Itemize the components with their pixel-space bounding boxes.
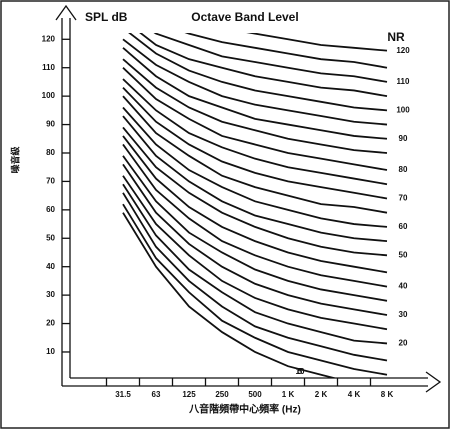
nr-curve bbox=[122, 135, 388, 274]
y-tick-label: 50 bbox=[46, 233, 55, 242]
x-tick-label: 8 K bbox=[381, 390, 394, 399]
curve-label: 110 bbox=[397, 77, 410, 86]
nr-curve bbox=[122, 86, 388, 200]
nr-curve bbox=[122, 95, 388, 214]
curve-label: 90 bbox=[399, 134, 408, 143]
x-tick-label: 1 K bbox=[282, 390, 295, 399]
legend-title: NR bbox=[387, 30, 405, 44]
curve-label: 40 bbox=[399, 282, 408, 291]
nr-curve bbox=[122, 38, 388, 126]
x-axis-title: 八音階頻帶中心頻率 (Hz) bbox=[188, 403, 301, 416]
nr-curve bbox=[122, 115, 388, 243]
y-tick-label: 30 bbox=[46, 290, 55, 299]
y-tick-label: 70 bbox=[46, 177, 55, 186]
x-tick-label: 2 K bbox=[315, 390, 328, 399]
nr-curve bbox=[122, 155, 388, 302]
nr-curve bbox=[122, 163, 388, 316]
curve-label: 5 bbox=[298, 367, 303, 376]
curve-label: 50 bbox=[399, 250, 408, 259]
y-tick-label: 10 bbox=[46, 347, 55, 356]
y-tick-label: 40 bbox=[46, 262, 55, 271]
x-tick-label: 4 K bbox=[348, 390, 361, 399]
nr-curve bbox=[122, 106, 388, 228]
nr-curve bbox=[153, 33, 388, 83]
nr-curve bbox=[122, 192, 388, 362]
curve-label: 20 bbox=[399, 339, 408, 348]
nr-curve bbox=[122, 175, 388, 331]
side-label: 噪音級 bbox=[9, 146, 20, 173]
x-tick-label: 125 bbox=[182, 390, 196, 399]
y-axis-title: SPL dB bbox=[85, 10, 128, 24]
y-tick-label: 60 bbox=[46, 205, 55, 214]
curves bbox=[122, 33, 388, 378]
axes bbox=[55, 4, 442, 393]
nr-curve bbox=[184, 33, 388, 69]
curve-label: 70 bbox=[399, 194, 408, 203]
nr-curve bbox=[122, 203, 388, 376]
x-tick-label: 500 bbox=[248, 390, 262, 399]
curve-label: 120 bbox=[396, 46, 410, 55]
nr-curve bbox=[122, 183, 388, 345]
curve-label: 10 bbox=[296, 367, 305, 376]
nr-curve bbox=[122, 67, 388, 171]
y-axis bbox=[55, 4, 77, 386]
nr-curve bbox=[246, 33, 388, 52]
x-tick-label: 31.5 bbox=[115, 390, 131, 399]
nr-curve bbox=[122, 143, 388, 288]
nr-curve bbox=[139, 33, 388, 98]
y-tick-label: 90 bbox=[46, 120, 55, 129]
nr-curve bbox=[122, 126, 388, 257]
curve-label: 80 bbox=[399, 165, 408, 174]
nr-curve bbox=[128, 33, 388, 112]
y-tick-label: 120 bbox=[42, 34, 56, 43]
nr-curve bbox=[122, 58, 388, 154]
nr-curve bbox=[122, 78, 388, 186]
y-tick-label: 20 bbox=[46, 319, 55, 328]
y-tick-label: 80 bbox=[46, 148, 55, 157]
nr-curve bbox=[122, 47, 388, 140]
chart-title: Octave Band Level bbox=[191, 10, 298, 24]
curve-label: 100 bbox=[396, 105, 410, 114]
x-tick-label: 63 bbox=[152, 390, 161, 399]
curve-label: 30 bbox=[399, 310, 408, 319]
nr-curve bbox=[122, 212, 338, 378]
x-tick-label: 250 bbox=[215, 390, 229, 399]
y-tick-label: 100 bbox=[42, 91, 56, 100]
x-axis bbox=[62, 371, 442, 393]
curve-label: 60 bbox=[399, 222, 408, 231]
y-tick-label: 110 bbox=[42, 63, 55, 72]
